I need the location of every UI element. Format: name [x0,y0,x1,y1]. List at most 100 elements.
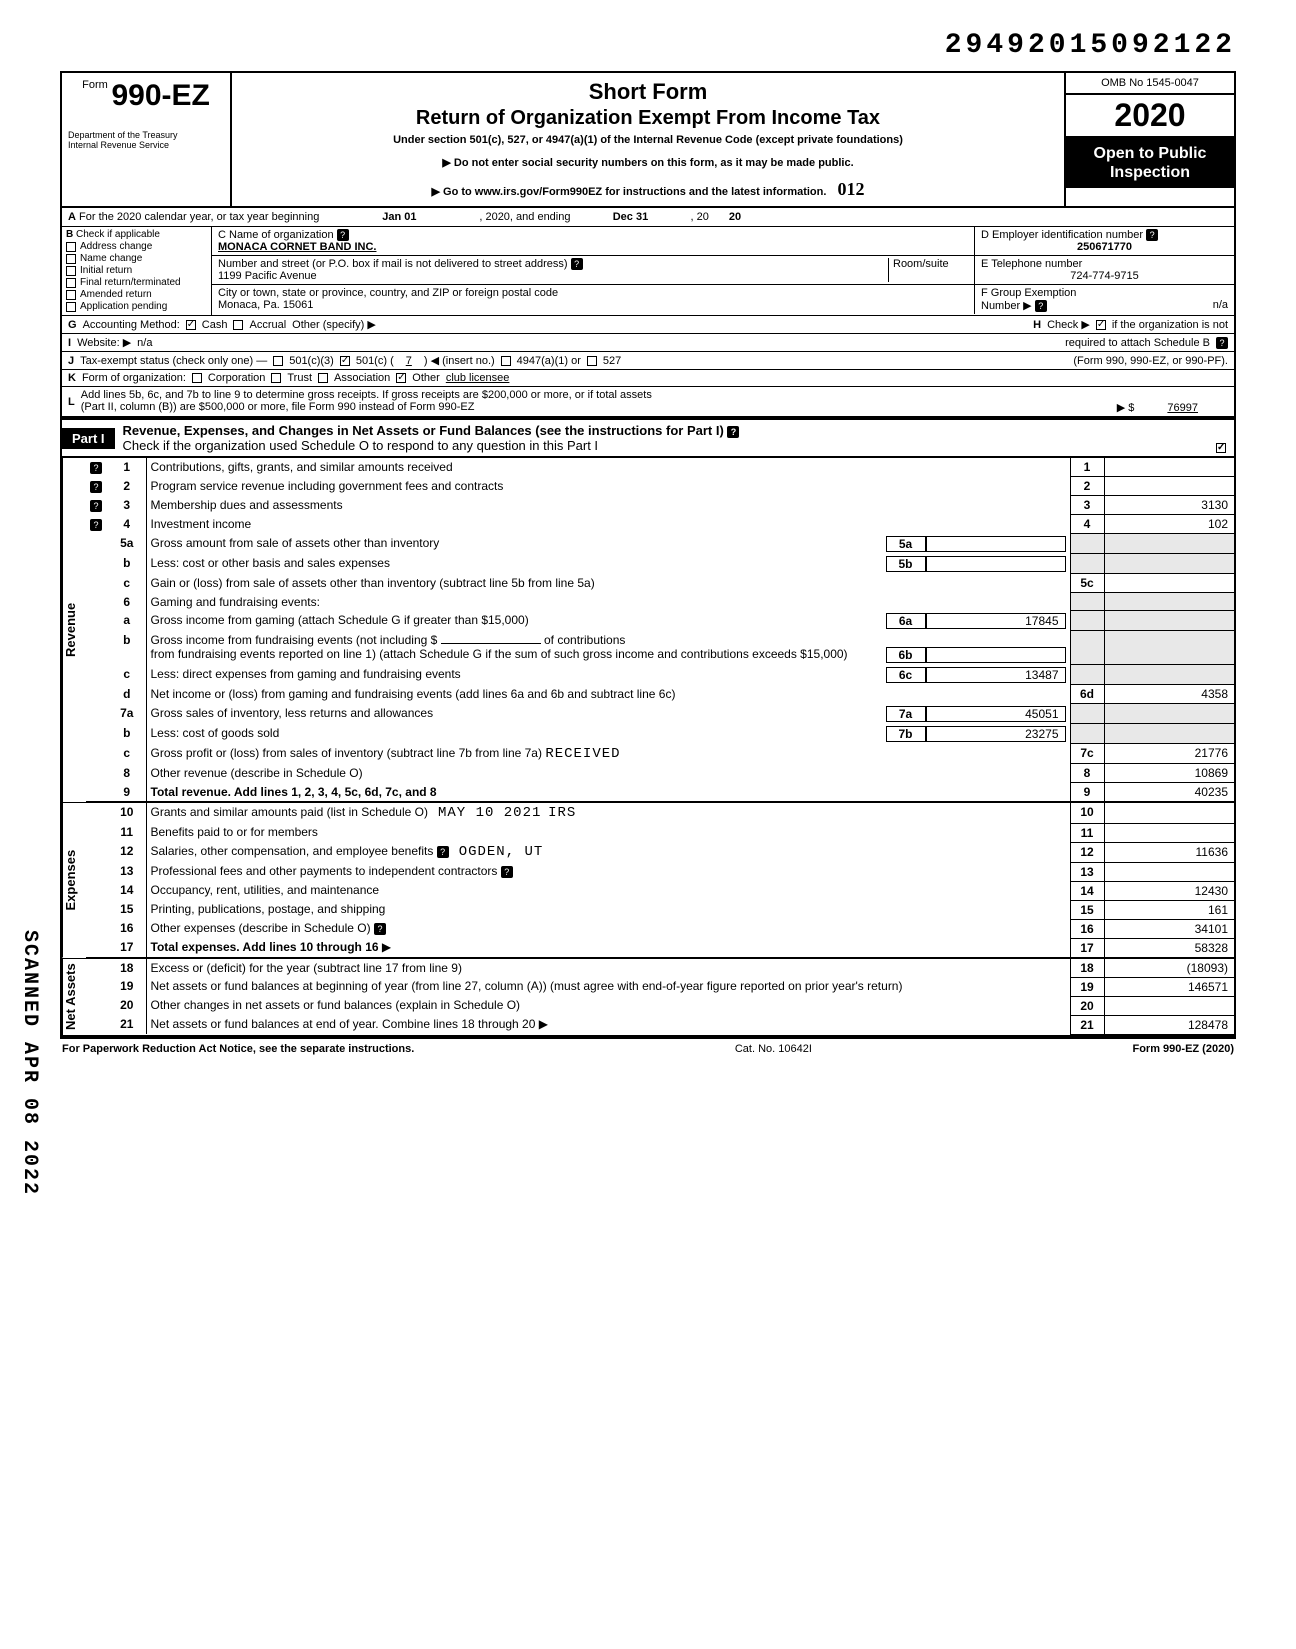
line-3: ?3Membership dues and assessments33130 [86,496,1234,515]
label-l: L [68,396,75,408]
k-text: Form of organization: [82,372,186,384]
help-icon: ? [337,229,349,241]
received-stamp: RECEIVED [545,746,620,762]
chk-initial-return[interactable]: Initial return [66,265,207,276]
b-heading: Check if applicable [76,229,160,240]
date-stamp: MAY 10 2021 [438,805,541,821]
chk-trust[interactable] [271,373,281,383]
chk-cash[interactable] [186,320,196,330]
line-desc: Occupancy, rent, utilities, and maintena… [151,883,380,897]
line-1: ?1Contributions, gifts, grants, and simi… [86,458,1234,477]
scanned-stamp: SCANNED APR 08 2022 [18,930,41,1196]
ogden-stamp: OGDEN, UT [459,844,544,860]
chk-501c[interactable] [340,356,350,366]
chk-corporation[interactable] [192,373,202,383]
row-i-website: I Website: ▶ n/a required to attach Sche… [62,334,1234,352]
line-desc: Printing, publications, postage, and shi… [151,902,386,916]
chk-address-change[interactable]: Address change [66,241,207,252]
line-desc: Total expenses. Add lines 10 through 16 [151,940,379,954]
line-desc: Other expenses (describe in Schedule O) [151,921,371,935]
h-text2: if the organization is not [1112,319,1228,331]
opt-other: Other [412,372,440,384]
line-20: 20Other changes in net assets or fund ba… [86,996,1234,1015]
chk-application-pending[interactable]: Application pending [66,301,207,312]
chk-accrual[interactable] [233,320,243,330]
l-text1: Add lines 5b, 6c, and 7b to line 9 to de… [81,389,1228,401]
opt-501c: 501(c) ( [356,355,394,367]
line-desc: Gross income from gaming (attach Schedul… [151,613,886,629]
line-desc: Gain or (loss) from sale of assets other… [151,576,595,590]
line-desc: Less: cost or other basis and sales expe… [151,556,886,572]
net-assets-section: Net Assets 18Excess or (deficit) for the… [62,958,1234,1037]
chk-name-change[interactable]: Name change [66,253,207,264]
year-2digit: 20 [729,211,741,223]
chk-527[interactable] [587,356,597,366]
label-j: J [68,355,74,367]
chk-amended-return[interactable]: Amended return [66,289,207,300]
line-desc: Professional fees and other payments to … [151,864,498,878]
row-a-suffix: , 20 [690,211,708,223]
line-desc: Excess or (deficit) for the year (subtra… [151,961,462,975]
chk-label: Initial return [80,265,132,276]
line-11: 11Benefits paid to or for members11 [86,823,1234,842]
line-desc: Gaming and fundraising events: [151,595,320,609]
line-6: 6Gaming and fundraising events: [86,593,1234,611]
footer-left: For Paperwork Reduction Act Notice, see … [62,1043,414,1055]
header-right: OMB No 1545-0047 2020 Open to Public Ins… [1064,73,1234,206]
l-arrow: ▶ $ [1117,402,1135,414]
part-1-title: Revenue, Expenses, and Changes in Net As… [123,423,724,438]
help-icon: ? [374,923,386,935]
document-locator-number: 29492015092122 [60,30,1236,61]
chk-schedule-o[interactable] [1216,443,1226,453]
line-desc: Gross income from fundraising events (no… [151,633,438,647]
chk-schedule-b[interactable] [1096,320,1106,330]
city-label: City or town, state or province, country… [218,287,558,299]
opt-4947: 4947(a)(1) or [517,355,581,367]
row-g-accounting: G Accounting Method: Cash Accrual Other … [62,316,1234,334]
handwritten-note: 012 [838,179,865,199]
city-value: Monaca, Pa. 15061 [218,299,313,311]
line-2: ?2Program service revenue including gove… [86,477,1234,496]
line-desc: Program service revenue including govern… [151,479,504,493]
street-value: 1199 Pacific Avenue [218,270,317,282]
organization-name: MONACA CORNET BAND INC. [218,241,376,253]
cash-label: Cash [202,319,228,331]
chk-label: Final return/terminated [80,277,181,288]
l-text2: (Part II, column (B)) are $500,000 or mo… [81,401,475,413]
open-line-2: Inspection [1070,163,1230,182]
instructions-link: ▶ Go to www.irs.gov/Form990EZ for instru… [242,179,1054,200]
omb-number: OMB No 1545-0047 [1066,73,1234,95]
j-text: Tax-exempt status (check only one) — [80,355,267,367]
help-icon: ? [501,866,513,878]
line-6c: cLess: direct expenses from gaming and f… [86,665,1234,685]
ssn-warning: ▶ Do not enter social security numbers o… [242,156,1054,169]
help-icon: ? [90,462,102,474]
line-21: 21Net assets or fund balances at end of … [86,1015,1234,1034]
line-9: 9Total revenue. Add lines 1, 2, 3, 4, 5c… [86,783,1234,802]
chk-4947[interactable] [501,356,511,366]
chk-final-return[interactable]: Final return/terminated [66,277,207,288]
chk-other-org[interactable] [396,373,406,383]
expenses-section: Expenses 10Grants and similar amounts pa… [62,802,1234,958]
line-desc: Total revenue. Add lines 1, 2, 3, 4, 5c,… [151,785,437,799]
header-middle: Short Form Return of Organization Exempt… [232,73,1064,206]
footer-catalog: Cat. No. 10642I [735,1043,812,1055]
chk-label: Name change [80,253,142,264]
irs-stamp: IRS [548,805,576,821]
opt-501c-suffix: ) ◀ (insert no.) [424,354,495,367]
net-assets-side-label: Net Assets [62,959,86,1035]
part-1-header: Part I Revenue, Expenses, and Changes in… [62,418,1234,457]
form-frame: Form 990-EZ Department of the Treasury I… [60,71,1236,1039]
line-desc: Net income or (loss) from gaming and fun… [151,687,676,701]
label-f-number: Number ▶ [981,300,1032,312]
line-18: 18Excess or (deficit) for the year (subt… [86,959,1234,978]
line-desc: Grants and similar amounts paid (list in… [151,805,428,819]
label-e: E Telephone number [981,258,1082,270]
line-desc: Investment income [151,517,252,531]
line-7b: bLess: cost of goods sold7b23275 [86,724,1234,744]
page-footer: For Paperwork Reduction Act Notice, see … [60,1039,1236,1059]
expenses-table: 10Grants and similar amounts paid (list … [86,803,1234,958]
chk-association[interactable] [318,373,328,383]
website-value: n/a [137,337,152,349]
chk-501c3[interactable] [273,356,283,366]
